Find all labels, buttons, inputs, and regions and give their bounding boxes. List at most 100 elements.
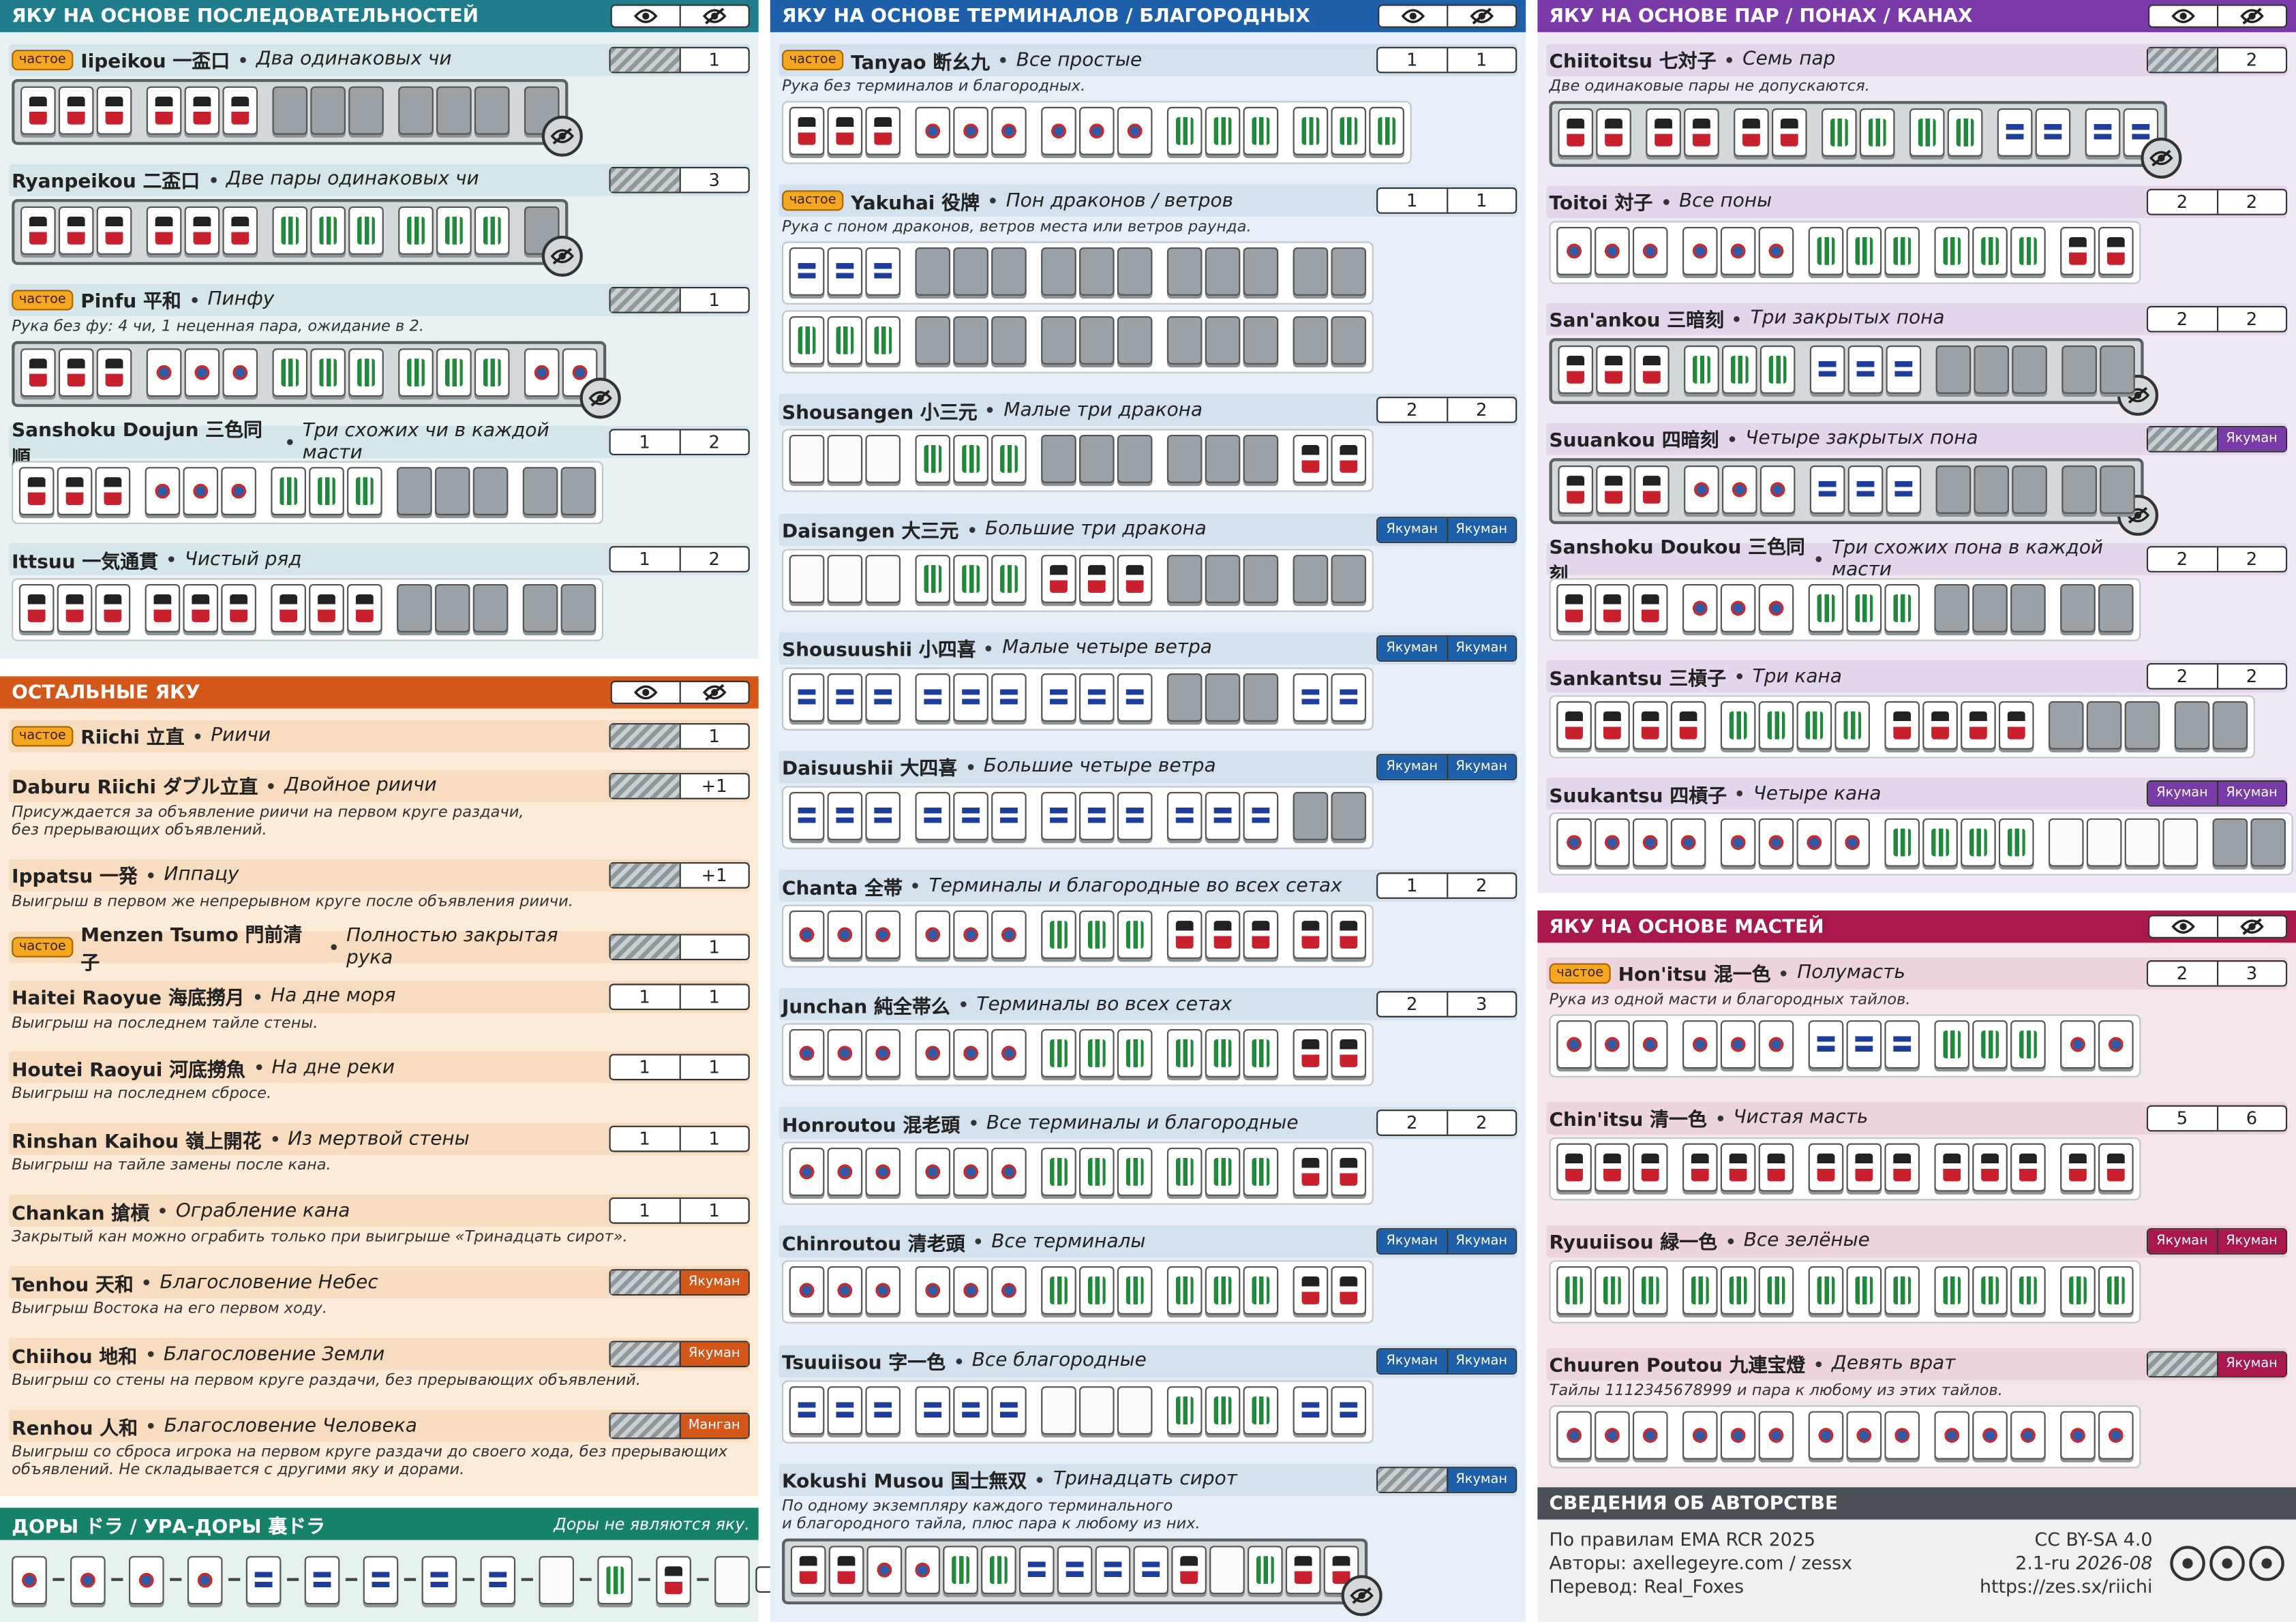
han-unavailable [610, 724, 679, 748]
tile-face [1981, 1275, 1999, 1304]
tile-row [1549, 695, 2255, 759]
tile [1558, 108, 1593, 156]
tile-face [1565, 829, 1583, 857]
tile-face [836, 921, 854, 949]
credit-line: Перевод: Real_Foxes [1549, 1575, 1744, 1597]
tile-face [799, 1555, 817, 1584]
tile [1079, 1029, 1115, 1078]
tile-face [1213, 801, 1232, 830]
tile-face [924, 921, 942, 949]
tile [1166, 1267, 1203, 1315]
tile [1041, 673, 1076, 722]
tile-face [1087, 117, 1106, 145]
tile [1079, 1386, 1115, 1435]
tile-face [1767, 829, 1785, 857]
tile [1285, 1545, 1321, 1594]
tile [1720, 1020, 1756, 1068]
tile-face [2019, 1275, 2037, 1304]
tile-face [1691, 1030, 1709, 1058]
tile-face [67, 216, 85, 245]
tile-face [1693, 118, 1710, 146]
yaku-name: Chinroutou 清老頭 [782, 1234, 965, 1256]
tile [474, 348, 510, 397]
tile-face [2069, 1152, 2087, 1181]
tile [96, 348, 132, 397]
han-value: 1 [1446, 48, 1515, 72]
tile [57, 584, 93, 633]
yaku-head: Daburu Riichi ダブル立直 Двойное риичи +1 [8, 769, 750, 802]
han-value: Якуман [1378, 1230, 1447, 1254]
tile-face [1340, 1158, 1358, 1187]
badge: частое [12, 290, 74, 311]
han-value: 2 [2216, 547, 2286, 571]
han-value: 1 [678, 1127, 749, 1152]
yaku: Junchan 純全帯么 Терминалы во всех сетах 2 3 [779, 988, 1517, 1089]
tile-row [1549, 1404, 2141, 1468]
tile [145, 584, 181, 633]
closed-icon [2117, 494, 2159, 536]
tile-face [2069, 1030, 2087, 1058]
tile-face [874, 801, 892, 830]
tile [309, 584, 344, 633]
cc-icon [2170, 1546, 2205, 1581]
tile-face [2007, 711, 2025, 740]
tile [183, 467, 219, 516]
badge: частое [782, 190, 844, 211]
tile [991, 791, 1027, 840]
tile-face [1087, 1039, 1106, 1068]
open-icon [1379, 6, 1447, 27]
han-value: 1 [678, 48, 749, 72]
han-value: Якуман [1446, 1467, 1516, 1492]
tile-face [1567, 118, 1585, 146]
tile-face [1252, 801, 1270, 830]
tile [2010, 1410, 2046, 1459]
tile-face [281, 216, 299, 245]
tile [1041, 316, 1076, 365]
han-box: Якуман Якуман [2146, 1227, 2288, 1254]
tile-face [1641, 1275, 1659, 1304]
tile-face [924, 1158, 942, 1187]
tile [915, 791, 951, 840]
tile-face [798, 1277, 816, 1305]
tile [421, 1555, 457, 1604]
tile [991, 1386, 1027, 1435]
han-value: Якуман [2216, 1229, 2286, 1253]
yaku-desc: Четыре закрытых пона [1745, 428, 1978, 450]
tile [1166, 435, 1203, 484]
tile-face [105, 95, 123, 124]
tile [714, 1555, 750, 1604]
yaku-desc: Девять врат [1832, 1352, 1956, 1375]
tile [474, 206, 510, 255]
tile [398, 206, 434, 255]
eye-icon [1401, 9, 1425, 23]
tile [146, 206, 182, 255]
han-value: 5 [2176, 1107, 2188, 1129]
tile [991, 673, 1027, 722]
arrow [404, 1578, 417, 1581]
tile-face [1256, 1555, 1274, 1584]
han-value: Якуман [1446, 636, 1516, 660]
tile-face [1855, 594, 1873, 623]
han-unavailable [610, 863, 679, 887]
yaku-note: Выигрыш Востока на его первом ходу. [12, 1300, 328, 1318]
tile-face [1087, 801, 1106, 830]
yaku: Haitei Raoyue 海底撈月 На дне моря 1 1 Выигрыш н… [8, 980, 750, 1034]
tile-row [1549, 1013, 2141, 1077]
tile [1117, 554, 1153, 602]
tile-face [962, 1396, 980, 1424]
yaku: частое Menzen Tsumo 門前清子 Полностью закрыта… [8, 925, 750, 975]
tile [1117, 1029, 1153, 1078]
tile-face [1603, 829, 1621, 857]
tile [1632, 226, 1668, 275]
tile [1682, 584, 1718, 633]
tile [1934, 1142, 1970, 1191]
tile [865, 1029, 901, 1078]
tile-face [27, 477, 46, 506]
han-value: 1 [678, 984, 749, 1009]
tile [472, 467, 509, 516]
separator [194, 733, 201, 739]
han-value: 3 [2216, 961, 2286, 985]
tile [1133, 1545, 1169, 1594]
